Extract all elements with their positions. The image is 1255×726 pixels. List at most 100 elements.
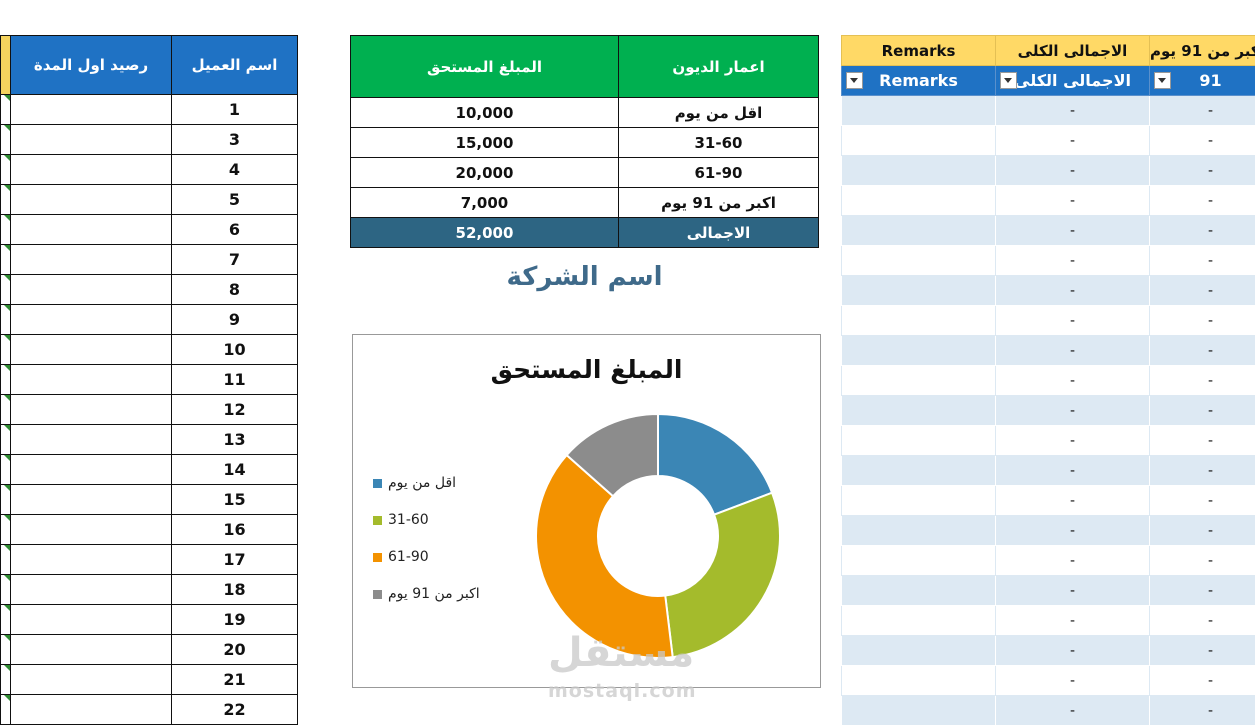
strip-cell[interactable] (1, 335, 11, 365)
opening-balance-cell[interactable] (11, 275, 172, 305)
customer-name-cell[interactable]: 14 (172, 455, 298, 485)
remarks-cell[interactable] (842, 546, 996, 576)
over-91-cell[interactable]: - (1150, 246, 1255, 276)
remarks-cell[interactable] (842, 576, 996, 606)
grand-total-cell[interactable]: - (996, 276, 1150, 306)
customer-name-header[interactable]: اسم العميل (172, 36, 298, 95)
over-91-cell[interactable]: - (1150, 486, 1255, 516)
filter-dropdown-icon[interactable] (1000, 72, 1017, 89)
opening-balance-header[interactable]: رصيد اول المدة (11, 36, 172, 95)
over-91-cell[interactable]: - (1150, 576, 1255, 606)
over-91-cell[interactable]: - (1150, 606, 1255, 636)
grand-total-cell[interactable]: - (996, 246, 1150, 276)
age-bucket-cell[interactable]: 31-60 (619, 128, 819, 158)
customer-name-cell[interactable]: 15 (172, 485, 298, 515)
remarks-cell[interactable] (842, 426, 996, 456)
customer-name-cell[interactable]: 1 (172, 95, 298, 125)
customer-name-cell[interactable]: 21 (172, 665, 298, 695)
grand-total-cell[interactable]: - (996, 576, 1150, 606)
opening-balance-cell[interactable] (11, 635, 172, 665)
age-bucket-cell[interactable]: 61-90 (619, 158, 819, 188)
grand-total-cell[interactable]: - (996, 456, 1150, 486)
remarks-cell[interactable] (842, 156, 996, 186)
opening-balance-cell[interactable] (11, 95, 172, 125)
remarks-cell[interactable] (842, 306, 996, 336)
customer-name-cell[interactable]: 11 (172, 365, 298, 395)
over-91-cell[interactable]: - (1150, 306, 1255, 336)
remarks-cell[interactable] (842, 666, 996, 696)
remarks-cell[interactable] (842, 606, 996, 636)
grand-total-cell[interactable]: - (996, 516, 1150, 546)
customer-name-cell[interactable]: 22 (172, 695, 298, 725)
customer-name-cell[interactable]: 8 (172, 275, 298, 305)
strip-cell[interactable] (1, 485, 11, 515)
opening-balance-cell[interactable] (11, 185, 172, 215)
remarks-filter-cell[interactable]: Remarks (842, 66, 996, 96)
strip-cell[interactable] (1, 605, 11, 635)
strip-cell[interactable] (1, 365, 11, 395)
opening-balance-cell[interactable] (11, 455, 172, 485)
customer-name-cell[interactable]: 13 (172, 425, 298, 455)
age-bucket-cell[interactable]: اكبر من 91 يوم (619, 188, 819, 218)
customer-name-cell[interactable]: 18 (172, 575, 298, 605)
strip-cell[interactable] (1, 665, 11, 695)
over-91-cell[interactable]: - (1150, 186, 1255, 216)
strip-cell[interactable] (1, 95, 11, 125)
remarks-cell[interactable] (842, 516, 996, 546)
opening-balance-cell[interactable] (11, 125, 172, 155)
strip-cell[interactable] (1, 455, 11, 485)
remarks-cell[interactable] (842, 186, 996, 216)
remarks-cell[interactable] (842, 696, 996, 726)
remarks-cell[interactable] (842, 486, 996, 516)
grand-total-cell[interactable]: - (996, 366, 1150, 396)
filter-dropdown-icon[interactable] (846, 72, 863, 89)
over-91-cell[interactable]: - (1150, 216, 1255, 246)
customer-name-cell[interactable]: 17 (172, 545, 298, 575)
age-bucket-cell[interactable]: اقل من يوم (619, 98, 819, 128)
customer-name-cell[interactable]: 7 (172, 245, 298, 275)
remarks-header[interactable]: Remarks (842, 36, 996, 66)
header-strip-cell[interactable] (1, 36, 11, 95)
strip-cell[interactable] (1, 575, 11, 605)
amount-due-header[interactable]: المبلغ المستحق (351, 36, 619, 98)
customer-name-cell[interactable]: 19 (172, 605, 298, 635)
grand-total-cell[interactable]: - (996, 546, 1150, 576)
remarks-cell[interactable] (842, 246, 996, 276)
total-label-cell[interactable]: الاجمالى (619, 218, 819, 248)
remarks-cell[interactable] (842, 636, 996, 666)
strip-cell[interactable] (1, 185, 11, 215)
opening-balance-cell[interactable] (11, 245, 172, 275)
over-91-cell[interactable]: - (1150, 126, 1255, 156)
over-91-cell[interactable]: - (1150, 666, 1255, 696)
filter-dropdown-icon[interactable] (1154, 72, 1171, 89)
remarks-cell[interactable] (842, 126, 996, 156)
opening-balance-cell[interactable] (11, 515, 172, 545)
over-91-cell[interactable]: - (1150, 366, 1255, 396)
customer-name-cell[interactable]: 10 (172, 335, 298, 365)
total-filter-cell[interactable]: الاجمالى الكلى (996, 66, 1150, 96)
customer-name-cell[interactable]: 20 (172, 635, 298, 665)
opening-balance-cell[interactable] (11, 575, 172, 605)
opening-balance-cell[interactable] (11, 545, 172, 575)
grand-total-cell[interactable]: - (996, 426, 1150, 456)
over-91-cell[interactable]: - (1150, 336, 1255, 366)
strip-cell[interactable] (1, 125, 11, 155)
customer-name-cell[interactable]: 3 (172, 125, 298, 155)
grand-total-cell[interactable]: - (996, 216, 1150, 246)
over-91-cell[interactable]: - (1150, 696, 1255, 726)
remarks-cell[interactable] (842, 366, 996, 396)
grand-total-cell[interactable]: - (996, 636, 1150, 666)
amount-cell[interactable]: 15,000 (351, 128, 619, 158)
grand-total-cell[interactable]: - (996, 156, 1150, 186)
opening-balance-cell[interactable] (11, 365, 172, 395)
opening-balance-cell[interactable] (11, 215, 172, 245)
amount-cell[interactable]: 20,000 (351, 158, 619, 188)
grand-total-cell[interactable]: - (996, 96, 1150, 126)
grand-total-cell[interactable]: - (996, 306, 1150, 336)
grand-total-cell[interactable]: - (996, 336, 1150, 366)
customer-name-cell[interactable]: 6 (172, 215, 298, 245)
strip-cell[interactable] (1, 635, 11, 665)
grand-total-cell[interactable]: - (996, 186, 1150, 216)
grand-total-cell[interactable]: - (996, 696, 1150, 726)
strip-cell[interactable] (1, 545, 11, 575)
